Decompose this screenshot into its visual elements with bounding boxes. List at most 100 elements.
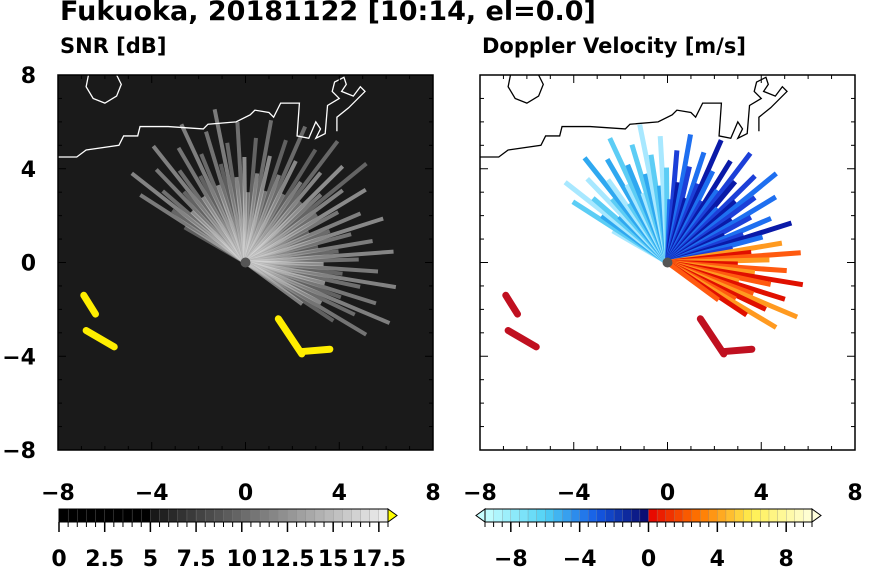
x-tick-label: 4 bbox=[332, 481, 347, 506]
colorbar-tick-label: 4 bbox=[710, 547, 725, 570]
colorbar-cell bbox=[150, 508, 160, 523]
colorbar-cell bbox=[622, 508, 632, 523]
colorbar-cell bbox=[570, 508, 581, 523]
coastline bbox=[58, 76, 366, 158]
snr-echo bbox=[298, 345, 334, 356]
coastline bbox=[480, 76, 788, 158]
x-tick-label: −4 bbox=[135, 481, 169, 506]
colorbar-cell bbox=[186, 508, 197, 523]
colorbar-cell bbox=[351, 508, 362, 523]
x-tick-label: 4 bbox=[754, 481, 769, 506]
colorbar-cell bbox=[613, 508, 624, 523]
velocity-echo bbox=[504, 326, 540, 351]
colorbar-cell bbox=[360, 508, 371, 523]
colorbar-cell bbox=[305, 508, 316, 523]
colorbar-cell bbox=[141, 508, 151, 523]
colorbar-cell bbox=[131, 508, 142, 523]
colorbar-cell bbox=[579, 508, 589, 523]
snr-ray bbox=[244, 260, 304, 306]
velocity-echo bbox=[696, 315, 728, 358]
colorbar-extend-max bbox=[811, 508, 822, 523]
colorbar-cell bbox=[588, 508, 598, 523]
colorbar-cell bbox=[562, 508, 572, 523]
colorbar-tick-label: −8 bbox=[494, 547, 528, 570]
y-tick-label: −4 bbox=[2, 345, 36, 370]
colorbar-cell bbox=[545, 508, 555, 523]
y-tick-label: −8 bbox=[2, 439, 36, 464]
colorbar-tick-label: −4 bbox=[563, 547, 597, 570]
figure-title: Fukuoka, 20181122 [10:14, el=0.0] bbox=[60, 0, 596, 27]
colorbar-cell bbox=[768, 508, 779, 523]
colorbar-cell bbox=[760, 508, 770, 523]
colorbar-tick-label: 12.5 bbox=[260, 547, 314, 570]
colorbar-cell bbox=[484, 508, 495, 523]
colorbar-cell bbox=[86, 508, 97, 523]
colorbar-cell bbox=[323, 508, 334, 523]
y-tick-label: 4 bbox=[21, 158, 36, 183]
colorbar-cell bbox=[527, 508, 538, 523]
colorbar-cell bbox=[278, 508, 288, 523]
colorbar-cell bbox=[269, 508, 279, 523]
colorbar-cell bbox=[536, 508, 546, 523]
doppler-panel: −8 −4 0 4 8 bbox=[463, 74, 863, 506]
colorbar-extend-max bbox=[387, 508, 398, 523]
colorbar-cell bbox=[296, 508, 307, 523]
colorbar-tick-label: 0 bbox=[51, 547, 66, 570]
colorbar-cell bbox=[259, 508, 270, 523]
colorbar-cell bbox=[510, 508, 520, 523]
colorbar-cell bbox=[699, 508, 710, 523]
colorbar-cell bbox=[342, 508, 352, 523]
x-tick-label: 0 bbox=[238, 481, 253, 506]
x-tick-label: −4 bbox=[557, 481, 591, 506]
colorbar-cell bbox=[708, 508, 718, 523]
colorbar-tick-label: 7.5 bbox=[177, 547, 216, 570]
colorbar-cell bbox=[682, 508, 692, 523]
colorbar-tick-label: 15 bbox=[318, 547, 349, 570]
colorbar-cell bbox=[67, 508, 78, 523]
colorbar-cell bbox=[58, 508, 69, 523]
x-tick-label: 8 bbox=[847, 481, 862, 506]
coastline bbox=[507, 74, 544, 104]
snr-panel: −8 −4 0 4 8 8 4 0 −4 −8 bbox=[2, 64, 440, 506]
y-tick-label: 8 bbox=[21, 64, 36, 89]
colorbar-cell bbox=[717, 508, 727, 523]
snr-panel-title: SNR [dB] bbox=[60, 34, 167, 58]
colorbar-cell bbox=[195, 508, 206, 523]
colorbar-cell bbox=[674, 508, 684, 523]
colorbar-cell bbox=[113, 508, 124, 523]
colorbar-cell bbox=[794, 508, 804, 523]
colorbar-cell bbox=[519, 508, 529, 523]
colorbar-cell bbox=[159, 508, 170, 523]
colorbar-cell bbox=[502, 508, 512, 523]
colorbar-cell bbox=[631, 508, 641, 523]
colorbar-cell bbox=[232, 508, 243, 523]
colorbar-cell bbox=[177, 508, 188, 523]
radar-site bbox=[240, 257, 251, 268]
snr-echo bbox=[80, 291, 99, 318]
colorbar-cell bbox=[223, 508, 234, 523]
colorbar-cell bbox=[378, 508, 389, 523]
y-tick-label: 0 bbox=[21, 252, 36, 277]
x-tick-label: 0 bbox=[660, 481, 675, 506]
colorbar-cell bbox=[725, 508, 736, 523]
colorbar-cell bbox=[287, 508, 298, 523]
colorbar-cell bbox=[605, 508, 615, 523]
colorbar-cell bbox=[691, 508, 701, 523]
x-tick-label: −8 bbox=[41, 481, 75, 506]
colorbar-cell bbox=[656, 508, 667, 523]
colorbar-cell bbox=[596, 508, 606, 523]
colorbar-cell bbox=[786, 508, 796, 523]
colorbar-cell bbox=[803, 508, 813, 523]
radar-site bbox=[662, 257, 673, 268]
coastline bbox=[85, 74, 122, 104]
colorbar-cell bbox=[122, 508, 133, 523]
colorbar-cell bbox=[205, 508, 215, 523]
colorbar-tick-label: 5 bbox=[143, 547, 158, 570]
colorbar-tick-label: 8 bbox=[779, 547, 794, 570]
velocity-ray bbox=[666, 260, 720, 302]
velocity-echo bbox=[502, 291, 521, 318]
colorbar-tick-label: 0 bbox=[641, 547, 656, 570]
colorbar-cell bbox=[314, 508, 325, 523]
colorbar-cell bbox=[104, 508, 115, 523]
colorbar-cell bbox=[77, 508, 87, 523]
